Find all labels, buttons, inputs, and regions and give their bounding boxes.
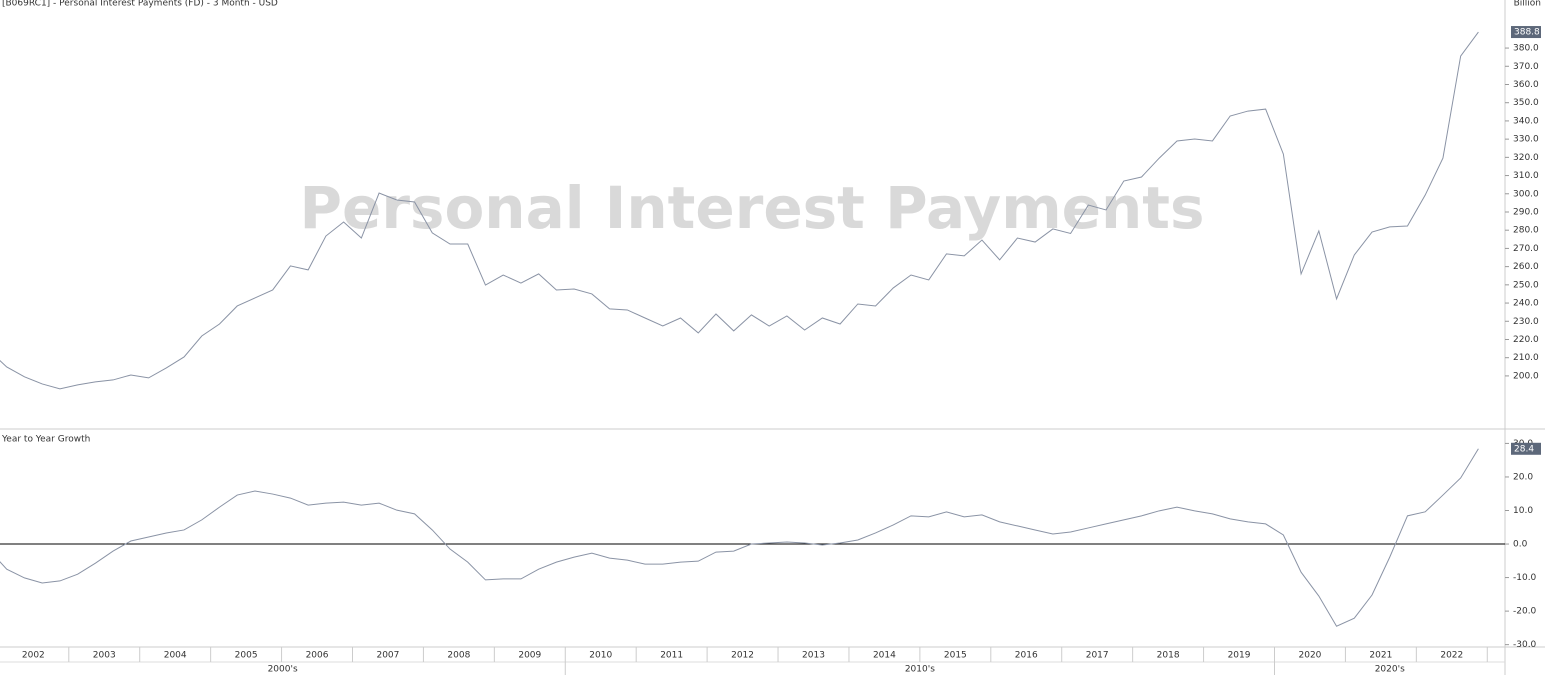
- x-tick-label: 2017: [1086, 651, 1109, 661]
- y-tick-label: -10.0: [1513, 573, 1537, 583]
- y-tick-label: 230.0: [1513, 317, 1539, 327]
- line-series: [0, 448, 1479, 627]
- x-tick-label: 2016: [1015, 651, 1038, 661]
- y-tick-label: 210.0: [1513, 353, 1539, 363]
- y-tick-label: 300.0: [1513, 189, 1539, 199]
- y-tick-label: 350.0: [1513, 98, 1539, 108]
- x-tick-label: 2005: [235, 651, 258, 661]
- x-tick-label: 2019: [1228, 651, 1251, 661]
- y-tick-label: 340.0: [1513, 116, 1539, 126]
- x-tick-label: 2013: [802, 651, 825, 661]
- x-tick-label: 2021: [1369, 651, 1392, 661]
- y-tick-label: 250.0: [1513, 280, 1539, 290]
- y-tick-label: 360.0: [1513, 80, 1539, 90]
- x-tick-label: 2018: [1157, 651, 1180, 661]
- x-tick-label: 2006: [306, 651, 329, 661]
- y-tick-label: 330.0: [1513, 135, 1539, 145]
- y-tick-label: 260.0: [1513, 262, 1539, 272]
- last-value-label: 28.4: [1514, 444, 1534, 454]
- plot-area: [0, 31, 1479, 390]
- x-tick-label: 2023: [1511, 651, 1534, 661]
- x-tick-label: 2014: [873, 651, 896, 661]
- watermark: Personal Interest Payments: [299, 174, 1204, 242]
- y-tick-label: -20.0: [1513, 607, 1537, 617]
- x-tick-label: 2002: [22, 651, 45, 661]
- decade-label: 2020's: [1375, 665, 1405, 675]
- unit-label: Billion: [1514, 0, 1541, 9]
- x-tick-label: 2009: [518, 651, 541, 661]
- y-tick-label: 20.0: [1513, 472, 1533, 482]
- y-tick-label: 280.0: [1513, 226, 1539, 236]
- x-tick-label: 2010: [589, 651, 612, 661]
- chart-title: [B069RC1] - Personal Interest Payments (…: [2, 0, 278, 9]
- x-axis: 2002 2003 2004 2005 2006 2007 2008 2009 2010 2011…: [22, 647, 1534, 675]
- y-tick-label: 270.0: [1513, 244, 1539, 254]
- y-tick-label: 380.0: [1513, 44, 1539, 54]
- y-tick-label: 0.0: [1513, 540, 1528, 550]
- x-tick-label: 2004: [164, 651, 187, 661]
- decade-label: 2000's: [268, 665, 298, 675]
- x-tick-label: 2015: [944, 651, 967, 661]
- x-tick-label: 2022: [1440, 651, 1463, 661]
- x-tick-label: 2003: [93, 651, 116, 661]
- y-tick-label: -30.0: [1513, 640, 1537, 650]
- x-tick-label: 2012: [731, 651, 754, 661]
- y-tick-label: 370.0: [1513, 62, 1539, 72]
- last-value-box: [1511, 26, 1541, 39]
- y-tick-label: 310.0: [1513, 171, 1539, 181]
- x-tick-label: 2008: [447, 651, 470, 661]
- y-tick-label: 200.0: [1513, 371, 1539, 381]
- x-tick-label: 2020: [1299, 651, 1322, 661]
- panel-title: Year to Year Growth: [1, 435, 90, 445]
- y-tick-label: 320.0: [1513, 153, 1539, 163]
- line-series: [0, 31, 1479, 390]
- decade-label: 2010's: [905, 665, 935, 675]
- y-tick-label: 10.0: [1513, 506, 1533, 516]
- y-tick-label: 240.0: [1513, 299, 1539, 309]
- plot-area: [0, 448, 1505, 627]
- y-tick-label: 220.0: [1513, 335, 1539, 345]
- last-value-label: 388.8: [1514, 28, 1540, 38]
- y-tick-label: 290.0: [1513, 207, 1539, 217]
- x-tick-label: 2011: [660, 651, 683, 661]
- last-value-box: [1511, 442, 1541, 455]
- x-tick-label: 2007: [376, 651, 399, 661]
